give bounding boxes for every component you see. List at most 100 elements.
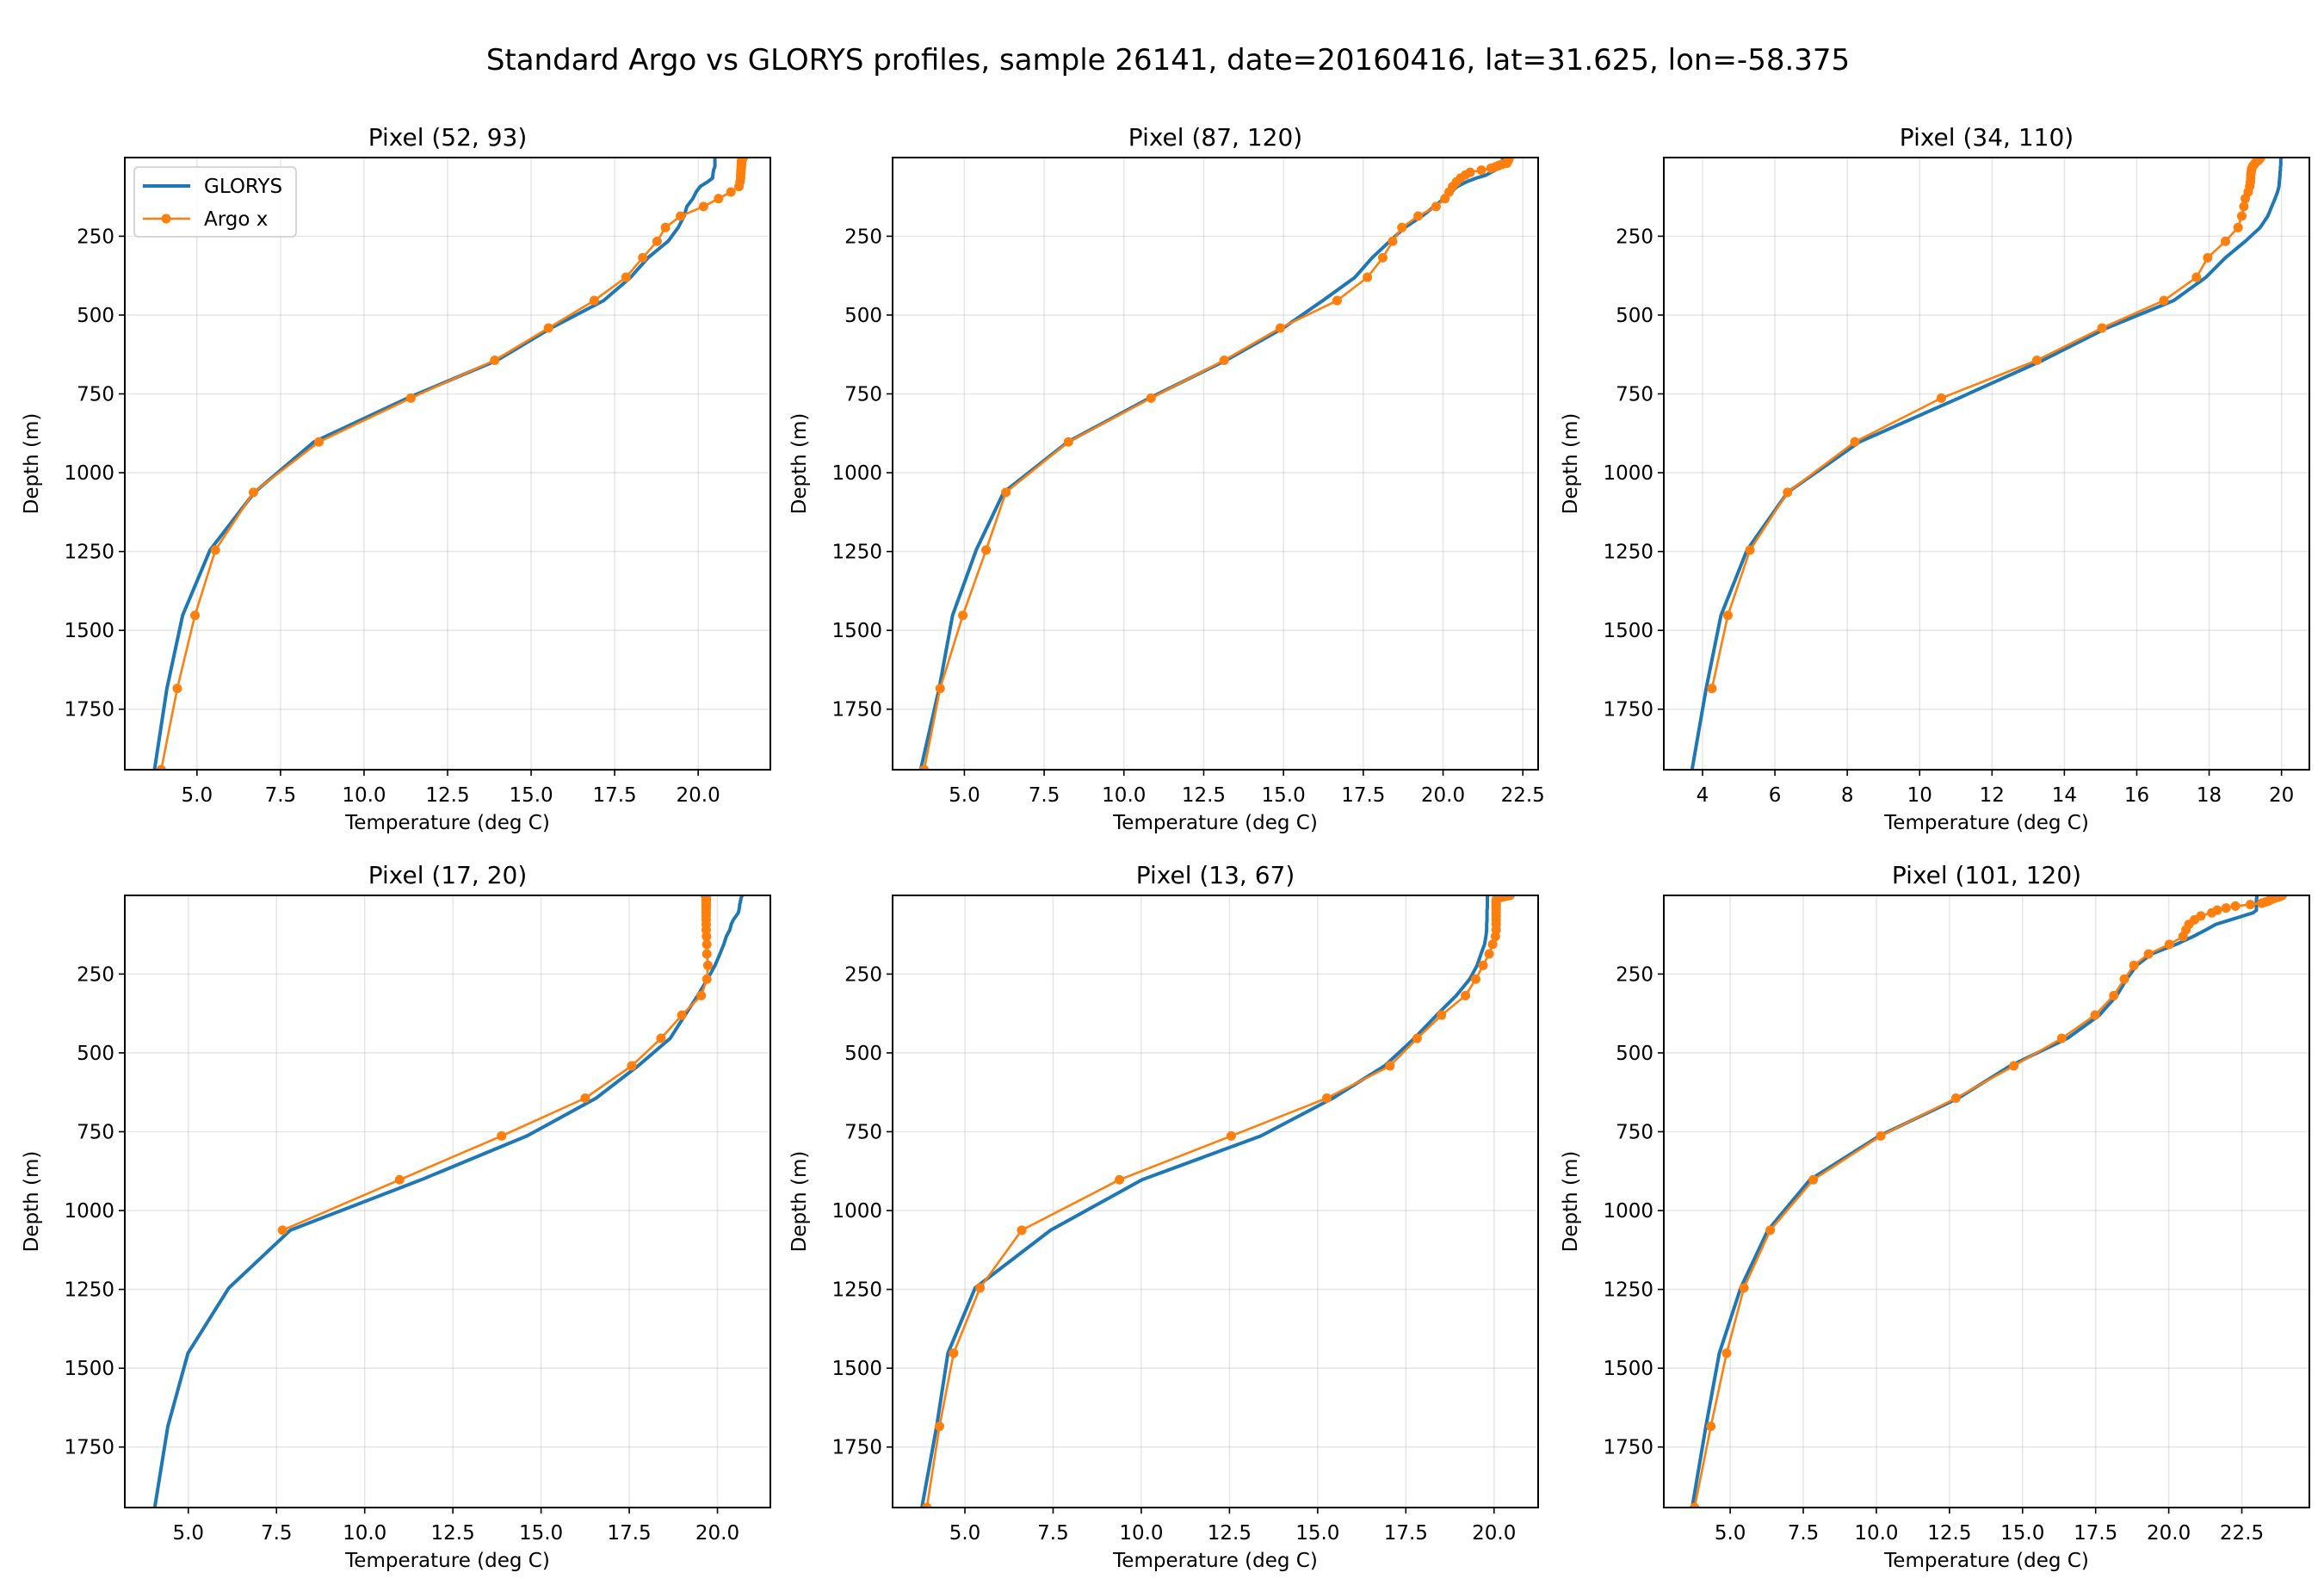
argo-point bbox=[652, 236, 662, 246]
y-tick-label: 1000 bbox=[64, 1200, 114, 1223]
argo-point bbox=[156, 765, 166, 770]
argo-point bbox=[1017, 1225, 1027, 1235]
x-tick-label: 5.0 bbox=[1715, 1522, 1746, 1545]
x-tick-label: 10.0 bbox=[343, 1522, 386, 1545]
argo-point bbox=[935, 1421, 945, 1432]
y-tick-label: 1750 bbox=[64, 1437, 114, 1459]
y-tick-label: 1250 bbox=[1603, 1279, 1653, 1302]
x-tick-label: 17.5 bbox=[607, 1522, 651, 1545]
argo-point bbox=[702, 974, 712, 984]
plot-area bbox=[152, 158, 749, 770]
x-tick-label: 12.5 bbox=[1182, 784, 1226, 807]
argo-point bbox=[172, 684, 182, 694]
argo-point bbox=[1478, 960, 1488, 970]
plot-area bbox=[918, 158, 1515, 770]
x-tick-label: 10.0 bbox=[1102, 784, 1146, 807]
y-tick-label: 1000 bbox=[831, 462, 882, 485]
argo-point bbox=[2129, 960, 2139, 970]
argo-point bbox=[1765, 1225, 1776, 1235]
x-axis-label: Temperature (deg C) bbox=[1112, 1550, 1318, 1572]
argo-point bbox=[394, 1174, 405, 1185]
argo-point bbox=[1322, 1093, 1332, 1104]
x-tick-label: 15.0 bbox=[509, 784, 553, 807]
y-tick-label: 500 bbox=[844, 1043, 882, 1065]
argo-point bbox=[1219, 356, 1229, 366]
argo-point bbox=[2236, 211, 2247, 221]
argo-point bbox=[1487, 939, 1498, 950]
x-tick-label: 7.5 bbox=[1029, 784, 1060, 807]
subplot-title: Pixel (87, 120) bbox=[1128, 123, 1302, 152]
y-tick-label: 1000 bbox=[64, 462, 114, 485]
y-axis-label: Depth (m) bbox=[788, 413, 811, 515]
argo-point bbox=[2164, 939, 2174, 950]
x-tick-label: 17.5 bbox=[1384, 1522, 1428, 1545]
x-tick-label: 10.0 bbox=[1119, 1522, 1163, 1545]
legend: GLORYS Argo x bbox=[133, 166, 297, 238]
argo-point bbox=[1745, 545, 1755, 555]
subplots: 5.0 7.5 10.0 12.5 15.0 17.5 20.0 250 500 750 1000 1… bbox=[21, 123, 2310, 1572]
argo-point bbox=[2097, 323, 2107, 333]
subplot-5: 5.0 7.5 10.0 12.5 15.0 17.5 20.0 250 500 750 1000 1… bbox=[788, 861, 1539, 1572]
argo-point bbox=[1690, 1502, 1700, 1508]
argo-point bbox=[1783, 487, 1793, 498]
argo-point bbox=[1363, 272, 1373, 282]
argo-point bbox=[1388, 236, 1398, 246]
x-tick-label: 15.0 bbox=[519, 1522, 563, 1545]
argo-point bbox=[2090, 1010, 2100, 1020]
argo-point bbox=[2221, 903, 2231, 913]
argo-point bbox=[2109, 990, 2119, 1000]
argo-point bbox=[2159, 295, 2169, 306]
argo-point bbox=[2191, 272, 2202, 282]
argo-point bbox=[2143, 949, 2154, 959]
argo-point bbox=[621, 272, 631, 282]
x-tick-label: 4 bbox=[1697, 784, 1709, 807]
argo-point bbox=[981, 545, 992, 555]
argo-point bbox=[1001, 487, 1011, 498]
y-tick-label: 500 bbox=[1616, 1043, 1653, 1065]
argo-point bbox=[277, 1225, 287, 1235]
y-tick-label: 1500 bbox=[1603, 620, 1653, 642]
argo-point bbox=[676, 211, 686, 221]
argo-point bbox=[1808, 1174, 1819, 1185]
argo-point bbox=[949, 1348, 959, 1359]
y-tick-label: 750 bbox=[844, 1121, 882, 1143]
x-tick-label: 5.0 bbox=[949, 784, 980, 807]
x-tick-label: 18 bbox=[2197, 784, 2222, 807]
argo-point bbox=[1412, 1033, 1422, 1043]
argo-point bbox=[677, 1010, 687, 1020]
x-tick-label: 7.5 bbox=[1037, 1522, 1069, 1545]
argo-point bbox=[1226, 1130, 1236, 1141]
y-tick-label: 250 bbox=[844, 226, 882, 248]
argo-point bbox=[1385, 1061, 1395, 1071]
x-tick-label: 7.5 bbox=[261, 1522, 293, 1545]
argo-point bbox=[1115, 1174, 1125, 1185]
y-tick-label: 500 bbox=[1616, 305, 1653, 327]
x-tick-label: 20.0 bbox=[677, 784, 720, 807]
y-axis-label: Depth (m) bbox=[21, 413, 43, 515]
axes-frame bbox=[892, 157, 1539, 771]
y-tick-label: 750 bbox=[1616, 383, 1653, 406]
argo-point bbox=[1722, 610, 1733, 621]
y-tick-label: 250 bbox=[77, 963, 114, 986]
argo-point bbox=[702, 939, 712, 950]
x-axis-label: Temperature (deg C) bbox=[1883, 812, 2089, 834]
subplot-title: Pixel (52, 93) bbox=[368, 123, 528, 152]
x-tick-label: 20.0 bbox=[1421, 784, 1465, 807]
argo-point bbox=[1397, 222, 1407, 232]
x-tick-label: 12.5 bbox=[431, 1522, 475, 1545]
argo-point bbox=[580, 1093, 590, 1104]
argo-point bbox=[490, 356, 500, 366]
x-axis-label: Temperature (deg C) bbox=[344, 812, 550, 834]
argo-point bbox=[922, 1502, 932, 1508]
argo-point bbox=[1377, 252, 1388, 263]
argo-point bbox=[2220, 236, 2230, 246]
y-tick-label: 500 bbox=[77, 1043, 114, 1065]
argo-point bbox=[1950, 1093, 1961, 1104]
argo-point bbox=[698, 201, 708, 212]
argo-point bbox=[2233, 222, 2243, 232]
argo-point bbox=[2031, 356, 2042, 366]
y-tick-label: 750 bbox=[844, 383, 882, 406]
argo-point bbox=[190, 610, 201, 621]
